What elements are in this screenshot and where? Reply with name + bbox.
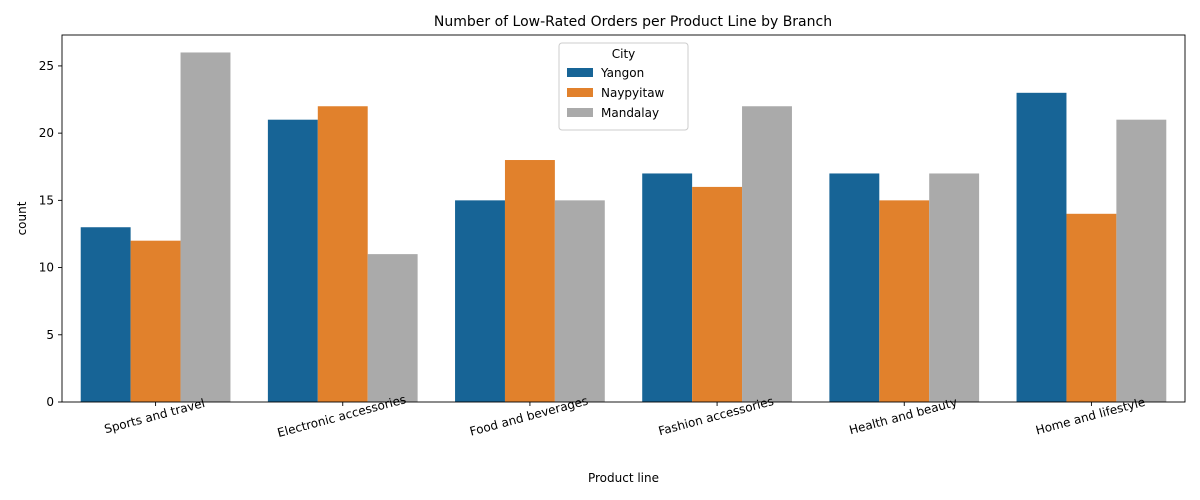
legend: City Yangon Naypyitaw Mandalay — [558, 42, 689, 131]
bar-yangon-1 — [80, 227, 131, 402]
y-tick-label: 20 — [39, 126, 54, 140]
bar-yangon-4 — [642, 173, 693, 402]
legend-title: City — [612, 47, 636, 61]
y-tick-label: 25 — [39, 59, 54, 73]
bar-yangon-3 — [455, 200, 505, 402]
y-tick-label: 10 — [39, 261, 54, 275]
bar-mandalay-1 — [180, 52, 231, 402]
bar-mandalay-2 — [367, 254, 418, 402]
x-axis-label: Product line — [588, 471, 659, 485]
y-axis-label: count — [15, 201, 29, 235]
legend-label-naypyitaw: Naypyitaw — [601, 86, 665, 100]
bar-naypyitaw-1 — [130, 240, 181, 402]
bar-naypyitaw-5 — [879, 200, 930, 402]
bar-mandalay-4 — [742, 106, 792, 402]
bar-naypyitaw-3 — [504, 160, 555, 402]
bar-mandalay-6 — [1116, 119, 1167, 402]
bar-yangon-2 — [267, 119, 318, 402]
bar-mandalay-5 — [929, 173, 980, 402]
chart-title: Number of Low-Rated Orders per Product L… — [434, 14, 832, 30]
bar-yangon-6 — [1016, 92, 1067, 403]
bars-group — [80, 52, 1167, 403]
legend-swatch-yangon — [567, 68, 593, 77]
y-tick-label: 0 — [46, 395, 54, 409]
legend-swatch-mandalay — [567, 108, 593, 117]
legend-swatch-naypyitaw — [567, 88, 593, 97]
y-axis: 0 5 10 15 20 25 — [39, 59, 62, 409]
bar-mandalay-3 — [554, 200, 605, 402]
bar-naypyitaw-6 — [1066, 213, 1117, 402]
y-tick-label: 15 — [39, 193, 54, 207]
y-tick-label: 5 — [46, 328, 54, 342]
legend-label-mandalay: Mandalay — [601, 106, 659, 120]
bar-yangon-5 — [829, 173, 880, 402]
bar-naypyitaw-2 — [317, 106, 368, 402]
bar-naypyitaw-4 — [692, 186, 743, 402]
x-axis: Sports and travel Electronic accessories F… — [103, 392, 1147, 440]
legend-label-yangon: Yangon — [600, 66, 644, 80]
axes-frame — [61, 34, 1186, 403]
